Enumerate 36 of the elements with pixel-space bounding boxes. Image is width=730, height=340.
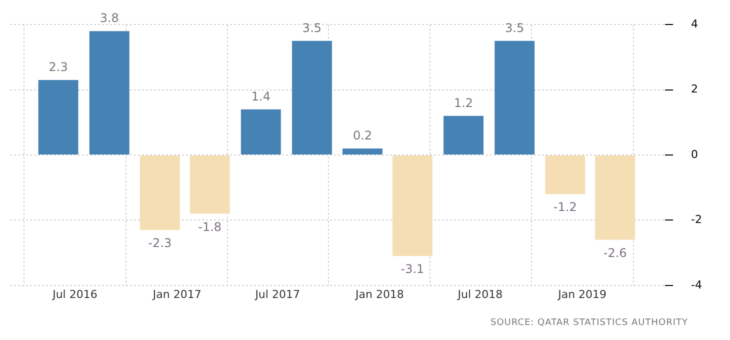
bar xyxy=(494,40,535,154)
data-label: -3.1 xyxy=(400,262,424,276)
bar xyxy=(89,31,130,154)
x-tick-label: Jul 2016 xyxy=(52,288,98,301)
x-tick-label: Jan 2018 xyxy=(354,288,404,301)
y-tick-label: 4 xyxy=(691,17,698,30)
y-tick-label: 2 xyxy=(691,82,698,96)
data-label: -1.2 xyxy=(553,200,577,214)
data-label: 1.4 xyxy=(251,89,270,104)
data-label: 1.2 xyxy=(454,96,474,110)
data-label: -2.3 xyxy=(148,236,172,250)
y-tick-label: -2 xyxy=(691,213,702,226)
bar xyxy=(545,156,586,194)
data-label: 2.3 xyxy=(48,60,68,74)
x-tick-label: Jan 2017 xyxy=(152,288,202,301)
bar xyxy=(342,148,382,154)
bar xyxy=(292,40,332,154)
x-tick-label: Jul 2018 xyxy=(456,288,503,301)
data-label: -2.6 xyxy=(603,246,627,260)
bar xyxy=(190,156,230,214)
x-tick-label: Jul 2017 xyxy=(254,288,300,301)
y-tick-label: 0 xyxy=(691,148,698,161)
bar xyxy=(444,116,484,154)
data-label: 3.5 xyxy=(302,21,322,36)
bar xyxy=(392,156,432,256)
data-label: 0.2 xyxy=(352,128,372,143)
x-tick-label: Jan 2019 xyxy=(557,288,607,301)
source-note: SOURCE: QATAR STATISTICS AUTHORITY xyxy=(490,318,688,328)
bar xyxy=(140,156,180,230)
data-label: -1.8 xyxy=(198,220,222,234)
bar xyxy=(38,80,78,154)
bar xyxy=(240,109,281,154)
data-label: 3.8 xyxy=(100,11,119,26)
data-label: 3.5 xyxy=(505,21,524,36)
y-tick-label: -4 xyxy=(691,278,702,292)
bar xyxy=(595,156,636,240)
